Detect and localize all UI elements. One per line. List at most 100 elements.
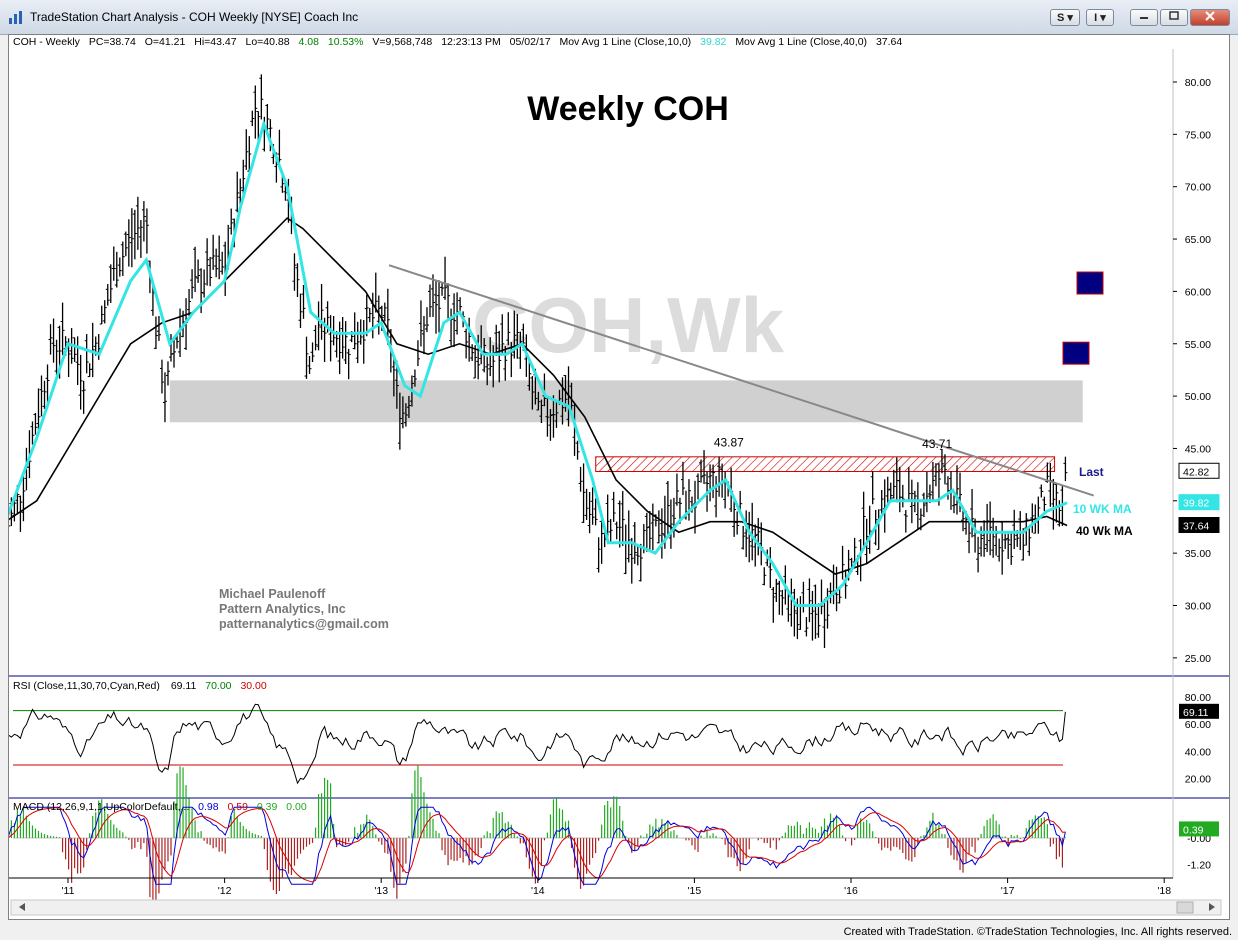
rsi-tag xyxy=(1179,703,1219,719)
support-zone xyxy=(169,380,1083,423)
status-symbol: COH - Weekly xyxy=(13,36,81,48)
y-tick-label: 35.00 xyxy=(1185,548,1211,560)
status-ma40-label: Mov Avg 1 Line (Close,40,0) xyxy=(735,36,867,48)
y-tick-label: 30.00 xyxy=(1185,601,1211,613)
close-icon xyxy=(1205,11,1215,21)
rsi-value: 69.11 xyxy=(171,680,197,692)
x-tick-label: '13 xyxy=(374,885,388,897)
price-tag-label: 42.82 xyxy=(1183,466,1209,478)
macd-v4: 0.00 xyxy=(286,801,307,813)
author-company: Pattern Analytics, Inc xyxy=(219,602,346,616)
status-change: 4.08 xyxy=(299,36,320,48)
rsi-tick-label: 40.00 xyxy=(1185,746,1211,758)
macd-v1: 0.98 xyxy=(198,801,219,813)
status-pc: PC=38.74 xyxy=(89,36,136,48)
status-bar: Created with TradeStation. ©TradeStation… xyxy=(0,920,1238,940)
price-tag xyxy=(1178,494,1220,511)
status-ma40-value: 37.64 xyxy=(876,36,902,48)
macd-label: MACD (12,26,9,1,1,UpColorDefault,... xyxy=(13,801,189,813)
rsi-os-value: 30.00 xyxy=(240,680,266,692)
resistance-zone xyxy=(595,456,1056,472)
y-tick-label: 50.00 xyxy=(1185,391,1211,403)
maximize-icon xyxy=(1169,11,1179,20)
status-open: O=41.21 xyxy=(145,36,186,48)
macd-v2: 0.59 xyxy=(228,801,249,813)
minimize-button[interactable] xyxy=(1130,9,1158,26)
x-tick-label: '16 xyxy=(844,885,858,897)
svg-text:COH - Weekly PC=38.74: COH - Weekly PC=38.74 O=41.21 Hi=43.47 L… xyxy=(13,36,902,48)
price-tag xyxy=(1178,517,1220,534)
chart-canvas[interactable]: COH - Weekly PC=38.74 O=41.21 Hi=43.47 L… xyxy=(3,35,1229,919)
x-tick-label: '14 xyxy=(531,885,545,897)
rsi-tick-label: 20.00 xyxy=(1185,774,1211,786)
macd-tick-label: -1.20 xyxy=(1187,859,1211,871)
x-tick-label: '11 xyxy=(62,885,75,897)
macd-tag xyxy=(1179,821,1219,837)
macd-tag-label: 0.39 xyxy=(1183,824,1204,836)
status-date: 05/02/17 xyxy=(510,36,551,48)
target-marker xyxy=(1076,271,1104,295)
x-tick-label: '12 xyxy=(218,885,232,897)
macd-v3: 0.39 xyxy=(257,801,278,813)
y-tick-label: 75.00 xyxy=(1185,129,1211,141)
status-time: 12:23:13 PM xyxy=(441,36,501,48)
rsi-pane: 80.00 60.00 40.00 20.00 69.11 xyxy=(5,692,1219,786)
y-tick-label: 80.00 xyxy=(1185,77,1211,89)
last-label: Last xyxy=(1079,465,1104,479)
ma40-line xyxy=(4,217,1068,575)
y-tick-label: 45.00 xyxy=(1185,443,1211,455)
y-tick-label: 60.00 xyxy=(1185,286,1211,298)
tradestation-app-icon xyxy=(9,11,22,24)
y-tick-label: 25.00 xyxy=(1185,653,1211,665)
rsi-ob-value: 70.00 xyxy=(205,680,231,692)
price-tag-label: 37.64 xyxy=(1183,521,1209,533)
y-tick-label: 70.00 xyxy=(1185,182,1211,194)
status-pct: 10.53% xyxy=(328,36,364,48)
ma40-label: 40 Wk MA xyxy=(1076,524,1133,538)
status-high: Hi=43.47 xyxy=(194,36,236,48)
time-axis: '11 '12 '13 '14 '15 '16 '17 '18 xyxy=(9,877,1222,916)
window-title: TradeStation Chart Analysis - COH Weekly… xyxy=(30,10,359,24)
close-button[interactable] xyxy=(1190,9,1230,26)
price-tag-label: 39.82 xyxy=(1183,498,1209,510)
macd-line xyxy=(5,806,1066,885)
rsi-tick-label: 80.00 xyxy=(1185,692,1211,704)
symbol-link-s-button[interactable]: S ▾ xyxy=(1050,9,1080,26)
price-pane: 80.00 75.00 70.00 65.00 60.00 55.00 50.00 45.00… xyxy=(3,74,1220,665)
peak-label: 43.87 xyxy=(714,435,744,449)
watermark: COH,Wk xyxy=(472,281,785,369)
rsi-label: RSI (Close,11,30,70,Cyan,Red) xyxy=(13,680,160,692)
peak-label: 43.71 xyxy=(922,437,952,451)
macd-signal-line xyxy=(5,807,1066,883)
status-low: Lo=40.88 xyxy=(246,36,290,48)
rsi-line xyxy=(5,703,1066,785)
target-marker xyxy=(1062,341,1090,365)
rsi-tag-label: 69.11 xyxy=(1183,707,1209,719)
rsi-tick-label: 60.00 xyxy=(1185,719,1211,731)
scroll-left-icon xyxy=(19,903,25,911)
trendline xyxy=(388,264,1095,497)
author-name: Michael Paulenoff xyxy=(219,587,326,601)
title-bar: TradeStation Chart Analysis - COH Weekly… xyxy=(0,0,1238,35)
x-tick-label: '18 xyxy=(1157,885,1171,897)
chart-window: COH - Weekly PC=38.74 O=41.21 Hi=43.47 L… xyxy=(3,34,1230,920)
minimize-icon xyxy=(1140,17,1148,19)
price-tag xyxy=(1178,462,1220,479)
chart-title: Weekly COH xyxy=(527,90,729,128)
svg-text:RSI (Close,11,30,70,Cyan,Red): RSI (Close,11,30,70,Cyan,Red) 69.11 70.0… xyxy=(13,680,267,692)
status-ma10-value: 39.82 xyxy=(700,36,726,48)
status-volume: V=9,568,748 xyxy=(372,36,432,48)
author-email: patternanalytics@gmail.com xyxy=(219,617,389,631)
x-tick-label: '17 xyxy=(1001,885,1015,897)
ma10-label: 10 WK MA xyxy=(1073,502,1132,516)
x-tick-label: '15 xyxy=(688,885,702,897)
y-tick-label: 55.00 xyxy=(1185,339,1211,351)
credit-text: Created with TradeStation. ©TradeStation… xyxy=(843,926,1232,938)
y-tick-label: 65.00 xyxy=(1185,234,1211,246)
macd-pane: -0.00-1.200.39 xyxy=(4,764,1219,914)
ma10-line xyxy=(3,119,1068,607)
maximize-button[interactable] xyxy=(1160,9,1188,26)
svg-text:MACD (12,26,9,1,1,UpColorDefau: MACD (12,26,9,1,1,UpColorDefault,... 0.9… xyxy=(13,801,307,813)
status-ma10-label: Mov Avg 1 Line (Close,10,0) xyxy=(559,36,691,48)
indicator-link-i-button[interactable]: I ▾ xyxy=(1086,9,1114,26)
